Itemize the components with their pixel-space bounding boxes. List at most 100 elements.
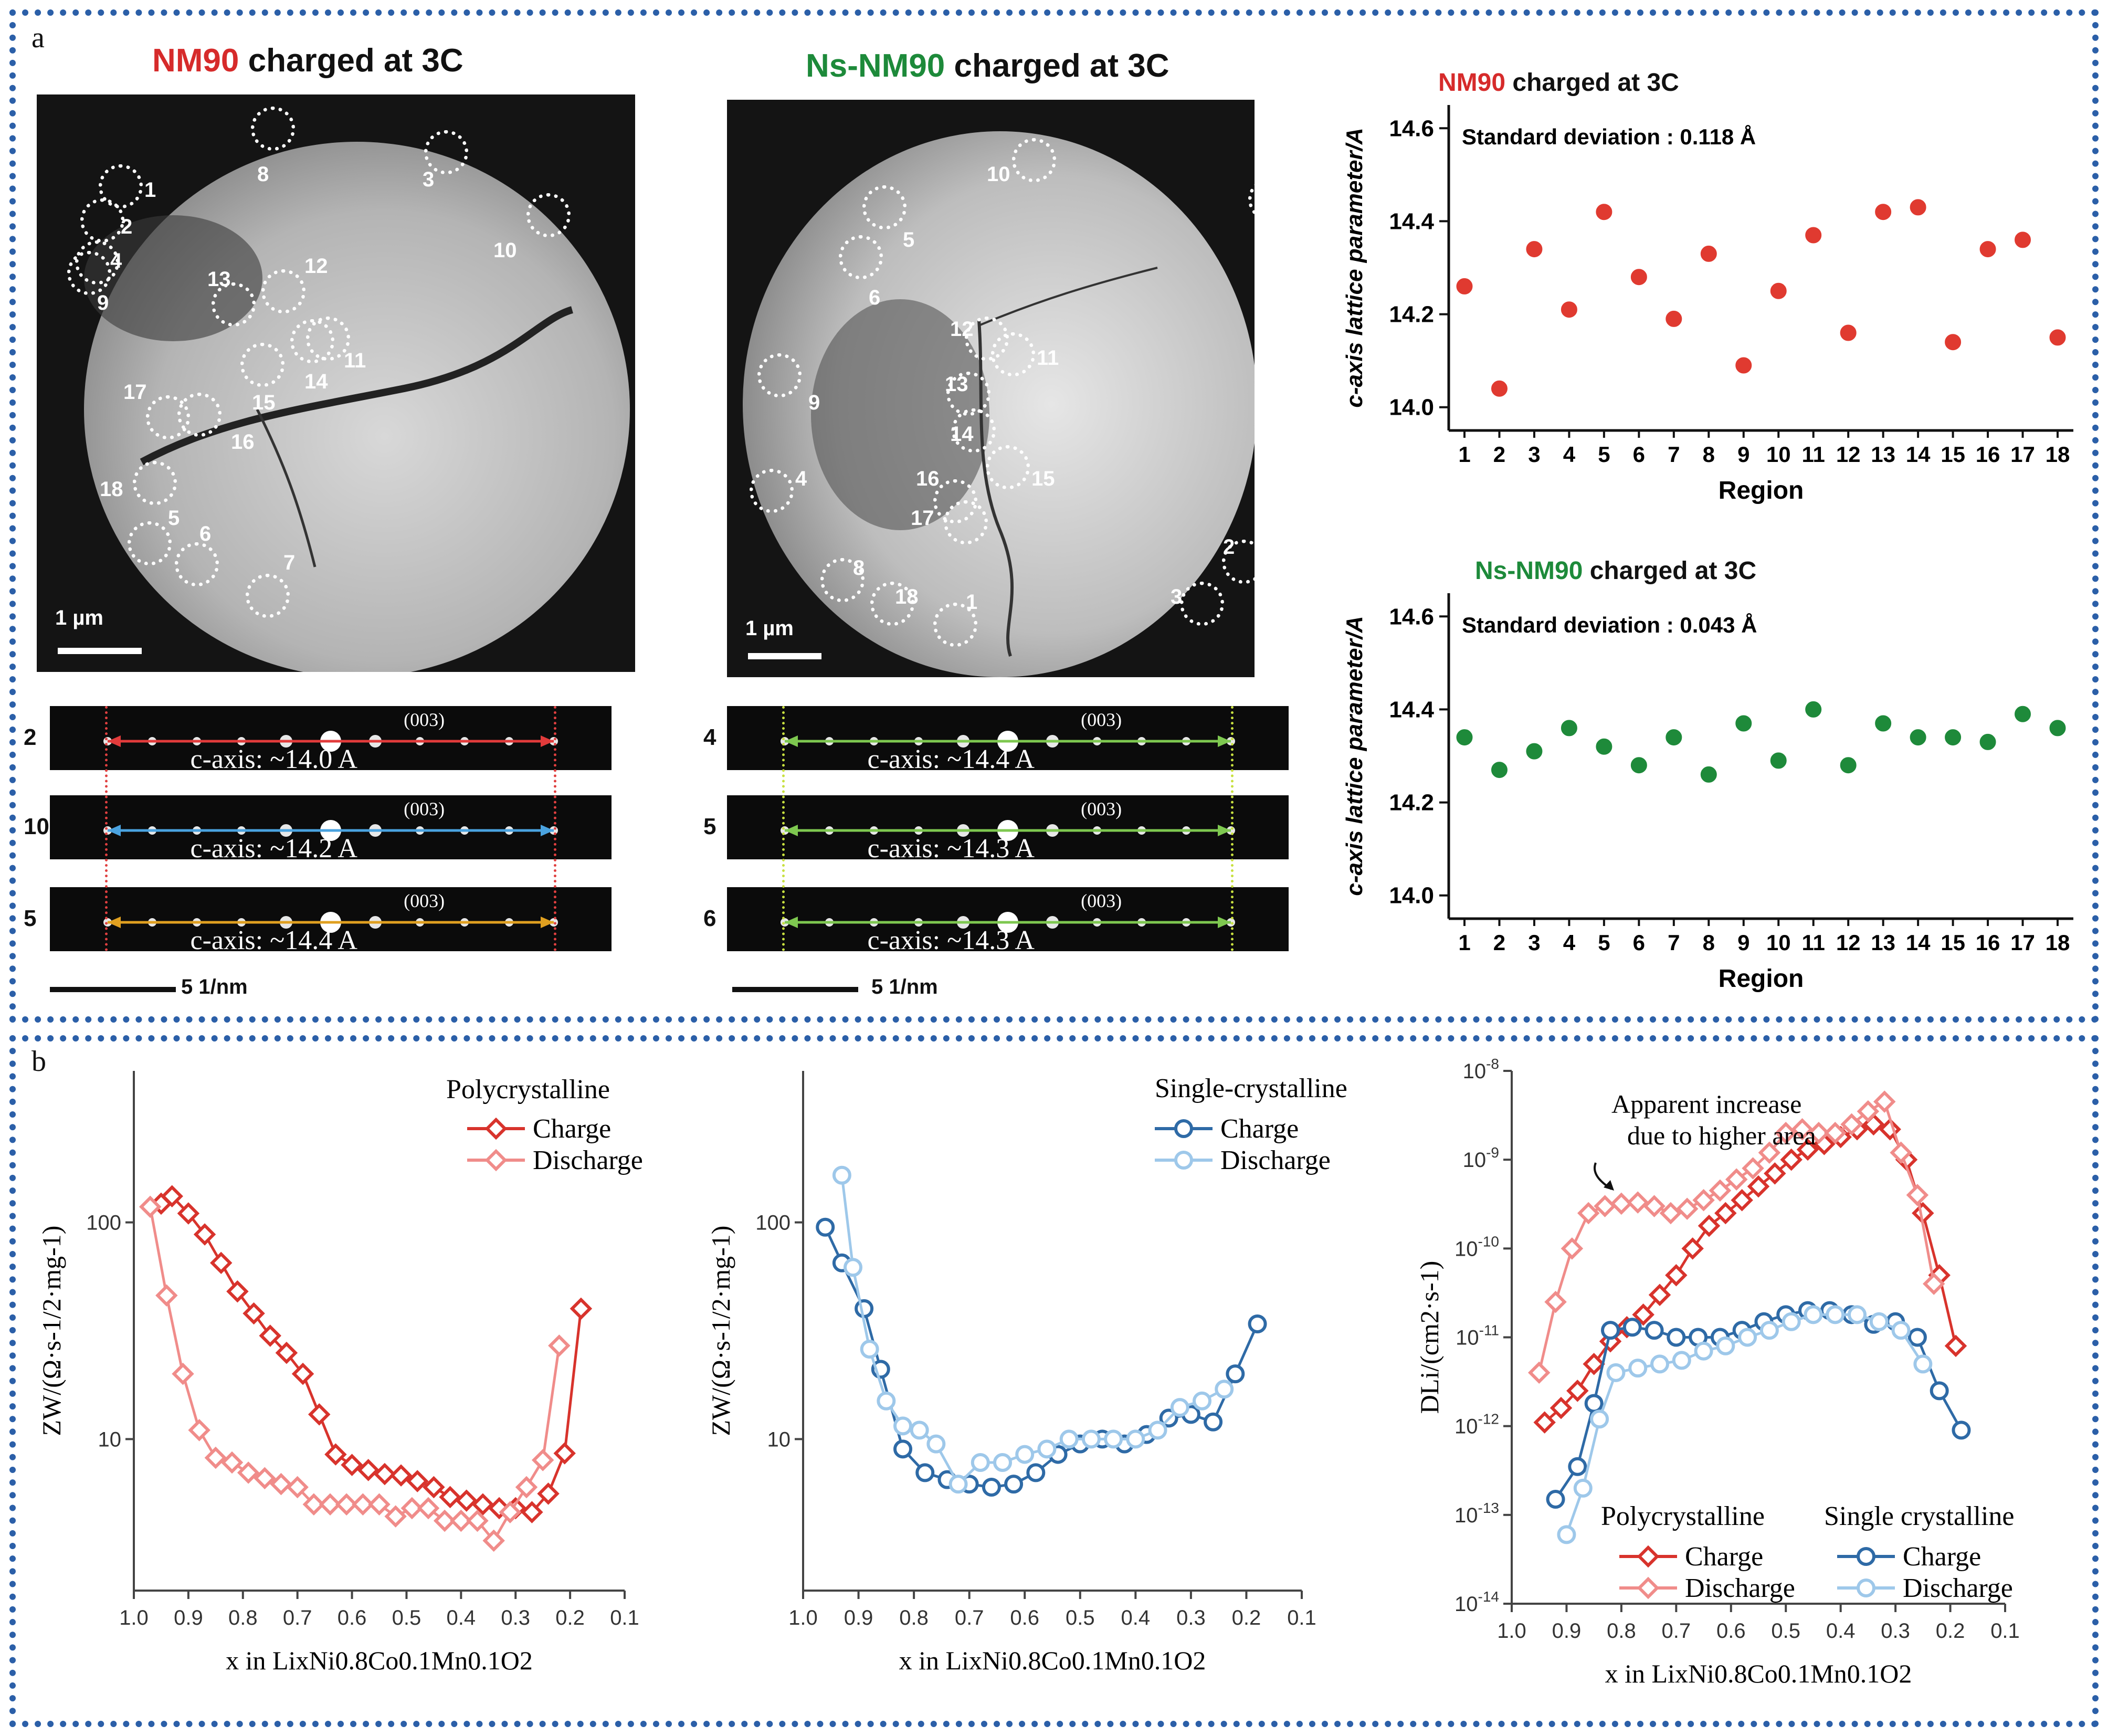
data-point	[1226, 1364, 1245, 1384]
data-point	[254, 1467, 276, 1490]
region-number: 17	[911, 507, 934, 530]
panel-b	[9, 1035, 2099, 1727]
x-tick-label: 13	[1871, 930, 1895, 955]
x-axis-label: x in LixNi0.8Co0.1Mn0.1O2	[226, 1646, 533, 1675]
data-point	[832, 1165, 851, 1185]
data-point	[893, 1439, 912, 1459]
data-point	[1672, 1351, 1691, 1370]
x-tick-label: 16	[1976, 442, 2000, 467]
micro-left-title-name: NM90	[152, 43, 239, 79]
data-point	[1081, 1429, 1101, 1449]
x-tick-label: 0.2	[1936, 1619, 1965, 1643]
diffraction-strip: (003) c-axis: ~14.3 A	[727, 795, 1289, 859]
data-point	[209, 1251, 233, 1275]
diffraction-strip-svg: (003) c-axis: ~14.2 A	[103, 798, 558, 859]
data-point	[1601, 1321, 1620, 1340]
data-point	[439, 1486, 461, 1509]
region-circle	[870, 582, 914, 626]
data-point	[1645, 1321, 1664, 1340]
x-tick-label: 15	[1941, 930, 1965, 955]
data-point	[1594, 202, 1614, 222]
data-point	[1913, 1354, 1933, 1374]
caxis-arrowhead-right	[1218, 825, 1231, 836]
region-circle	[67, 251, 111, 295]
region-number: 2	[1223, 535, 1235, 559]
region-circle	[175, 542, 219, 586]
data-point	[1907, 1328, 1927, 1347]
region-number: 15	[1031, 467, 1055, 490]
caxis-label: c-axis: ~14.3 A	[868, 925, 1035, 951]
x-tick-label: 13	[1871, 442, 1895, 467]
data-point	[1840, 1113, 1863, 1136]
region-circle	[246, 574, 290, 618]
caxis-arrowhead-left	[108, 917, 121, 928]
region-circle	[128, 521, 172, 565]
diff-scale-label-mid: 5 1/nm	[871, 975, 938, 998]
data-point	[1126, 1429, 1145, 1449]
region-circle	[750, 469, 794, 513]
data-point	[471, 1493, 494, 1516]
y-axis-label: c-axis lattice parameter/A	[1342, 128, 1367, 407]
x-axis-label: x in LixNi0.8Co0.1Mn0.1O2	[899, 1646, 1206, 1675]
data-point	[220, 1451, 244, 1474]
data-point	[1594, 737, 1614, 756]
data-point	[368, 1493, 391, 1516]
data-point	[1716, 1336, 1735, 1355]
scale-label-left: 1 µm	[55, 606, 103, 629]
region-number: 15	[252, 391, 276, 414]
micro-left-title-rest: charged at 3C	[239, 43, 463, 79]
data-point	[1780, 1148, 1803, 1171]
x-tick-label: 17	[2010, 930, 2035, 955]
data-point	[161, 1185, 183, 1208]
region-number: 13	[207, 268, 231, 291]
data-point	[319, 1493, 342, 1516]
data-point	[1930, 1381, 1949, 1401]
strip-region-label: 6	[703, 906, 716, 931]
y-tick-label: 10-12	[1454, 1411, 1499, 1438]
x-axis-label: x in LixNi0.8Co0.1Mn0.1O2	[1605, 1659, 1912, 1688]
region-number: 12	[950, 318, 974, 341]
caxis-arrowhead-left	[785, 825, 798, 836]
x-tick-label: 0.6	[338, 1606, 367, 1629]
data-point	[915, 1463, 935, 1482]
data-point	[1922, 1272, 1945, 1295]
annotation-line1: Apparent increase	[1611, 1089, 1801, 1119]
x-tick-label: 10	[1766, 930, 1791, 955]
y-tick-label: 14.4	[1389, 208, 1434, 234]
x-tick-label: 3	[1528, 442, 1540, 467]
x-tick-label: 0.7	[1662, 1619, 1691, 1643]
x-tick-label: 6	[1633, 930, 1645, 955]
x-tick-label: 0.2	[555, 1606, 585, 1629]
data-point	[2013, 704, 2033, 724]
panel-a-label: a	[31, 22, 45, 54]
data-point	[1664, 728, 1684, 748]
data-point	[204, 1446, 227, 1469]
data-point	[1643, 1195, 1666, 1217]
data-point	[1584, 1394, 1604, 1413]
region-number: 14	[304, 370, 328, 393]
region-circle	[212, 282, 256, 327]
data-point	[1908, 728, 1928, 748]
data-point	[1699, 244, 1719, 264]
x-tick-label: 11	[1802, 930, 1825, 955]
data-point	[1759, 1321, 1779, 1340]
data-point	[172, 1362, 194, 1385]
data-point	[515, 1476, 538, 1499]
caxis-arrowhead-left	[785, 917, 798, 928]
region-circle	[251, 107, 295, 151]
micro-mid-title-rest: charged at 3C	[945, 48, 1169, 84]
legend-label: Charge	[533, 1114, 611, 1144]
reflection-label: (003)	[1081, 890, 1122, 911]
data-point	[1650, 1354, 1669, 1374]
x-tick-label: 16	[1976, 930, 2000, 955]
data-point	[1890, 1141, 1912, 1164]
caxis-arrowhead-left	[108, 735, 121, 747]
data-point	[1170, 1398, 1189, 1417]
data-point	[1148, 1421, 1167, 1440]
region-circle	[240, 343, 284, 387]
data-point	[1544, 1290, 1567, 1313]
data-point	[1758, 1141, 1781, 1164]
data-point	[1824, 1121, 1847, 1144]
data-point	[1524, 239, 1544, 259]
legend-marker	[484, 1117, 508, 1140]
